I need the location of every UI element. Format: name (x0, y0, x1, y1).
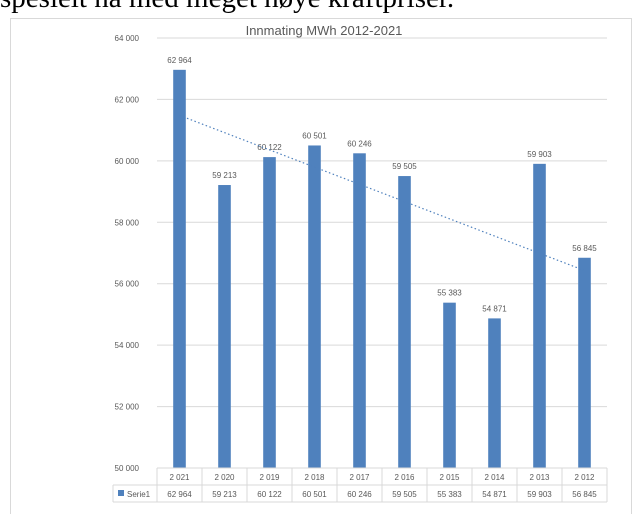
x-tick-label: 2 013 (529, 473, 550, 482)
bar (173, 69, 186, 468)
x-tick-label: 2 012 (574, 473, 595, 482)
data-label: 54 871 (482, 304, 507, 313)
page-text: spesielt nå med meget høye kraftpriser. (0, 0, 454, 18)
y-tick-label: 64 000 (115, 34, 140, 43)
x-tick-label: 2 014 (484, 473, 505, 482)
bar (578, 257, 591, 468)
table-value: 59 505 (392, 490, 417, 499)
x-tick-label: 2 016 (394, 473, 415, 482)
x-tick-label: 2 015 (439, 473, 460, 482)
bar (218, 185, 231, 468)
y-tick-label: 50 000 (115, 464, 140, 473)
y-tick-label: 60 000 (115, 157, 140, 166)
x-tick-label: 2 020 (214, 473, 235, 482)
data-label: 55 383 (437, 289, 462, 298)
y-tick-label: 56 000 (115, 280, 140, 289)
bar (533, 163, 546, 468)
x-tick-label: 2 021 (169, 473, 190, 482)
data-label: 60 246 (347, 139, 372, 148)
x-tick-label: 2 019 (259, 473, 280, 482)
table-value: 54 871 (482, 490, 507, 499)
legend-series-name: Serie1 (127, 490, 151, 499)
data-label: 60 122 (257, 143, 282, 152)
chart-title: Innmating MWh 2012-2021 (246, 23, 403, 38)
table-value: 60 122 (257, 490, 282, 499)
table-value: 62 964 (167, 490, 192, 499)
trendline (179, 114, 585, 272)
x-tick-label: 2 017 (349, 473, 370, 482)
data-label: 59 505 (392, 162, 417, 171)
table-value: 60 501 (302, 490, 327, 499)
data-label: 59 213 (212, 171, 237, 180)
bar (263, 157, 276, 469)
table-value: 59 213 (212, 490, 237, 499)
data-label: 59 903 (527, 150, 552, 159)
data-label: 62 964 (167, 56, 192, 65)
data-label: 60 501 (302, 131, 327, 140)
x-tick-label: 2 018 (304, 473, 325, 482)
table-value: 56 845 (572, 490, 597, 499)
y-tick-label: 58 000 (115, 218, 140, 227)
y-tick-label: 54 000 (115, 341, 140, 350)
y-tick-label: 62 000 (115, 95, 140, 104)
bar (308, 145, 321, 468)
table-value: 55 383 (437, 490, 462, 499)
bar (443, 302, 456, 468)
bar (488, 318, 501, 468)
bar-chart: Innmating MWh 2012-2021 50 000 52 000 54 00… (112, 23, 608, 503)
chart-frame: Innmating MWh 2012-2021 50 000 52 000 54 00… (10, 18, 632, 514)
table-value: 60 246 (347, 490, 372, 499)
y-tick-label: 52 000 (115, 403, 140, 412)
data-label: 56 845 (572, 244, 597, 253)
legend-key (118, 490, 124, 496)
table-value: 59 903 (527, 490, 552, 499)
bar (353, 153, 366, 468)
bar (398, 176, 411, 468)
